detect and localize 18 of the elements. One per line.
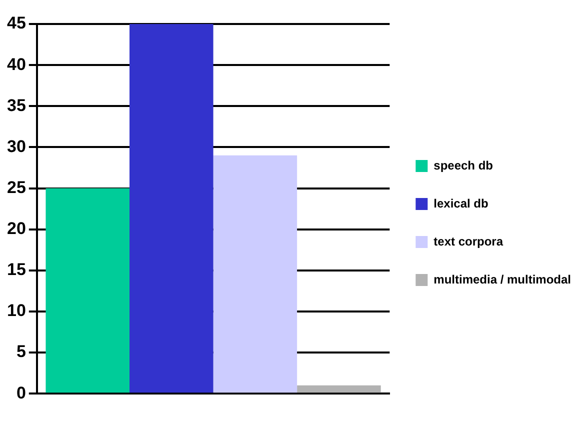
bar xyxy=(130,24,214,393)
bar xyxy=(213,155,298,393)
y-tick-label: 5 xyxy=(16,342,26,362)
y-tick-label: 0 xyxy=(16,383,26,402)
y-tick-label: 25 xyxy=(6,178,26,197)
bar xyxy=(46,188,130,393)
legend-label: speech db xyxy=(434,158,494,172)
y-tick-label: 40 xyxy=(6,54,26,74)
y-tick-label: 15 xyxy=(6,260,26,280)
legend-label: text corpora xyxy=(434,234,504,248)
y-tick-label: 20 xyxy=(6,219,26,238)
y-tick-label: 35 xyxy=(6,96,26,115)
y-tick-label: 45 xyxy=(6,14,26,33)
y-tick-label: 10 xyxy=(6,301,26,320)
y-tick-label: 30 xyxy=(6,136,26,156)
bar xyxy=(297,385,381,393)
legend-label: lexical db xyxy=(434,196,488,210)
legend-label: multimedia / multimodal xyxy=(434,272,572,286)
